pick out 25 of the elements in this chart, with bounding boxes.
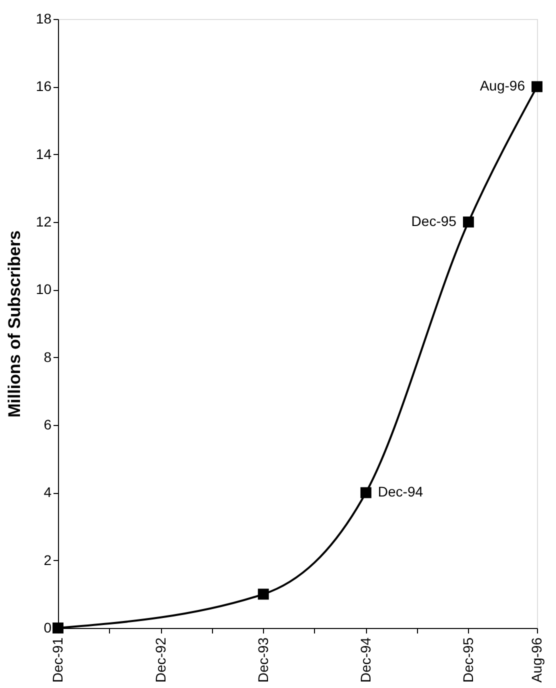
y-tick-label: 2: [44, 552, 52, 568]
y-tick-label: 4: [44, 484, 52, 500]
x-tick-label: Aug-96: [528, 637, 544, 683]
y-tick-label: 16: [36, 78, 52, 94]
point: [52, 622, 64, 634]
point: [532, 81, 542, 92]
y-tick-label: 12: [36, 214, 52, 230]
x-tick-label: Dec-92: [152, 637, 168, 683]
x-tick-label: Dec-91: [50, 637, 66, 683]
point: [360, 487, 372, 498]
y-tick-label: 0: [44, 620, 52, 636]
x-tick-label: Dec-95: [460, 637, 476, 683]
y-tick-label: 14: [36, 146, 52, 162]
point: [258, 588, 269, 600]
annotation: Dec-94: [378, 484, 424, 500]
x-tick-label: Dec-93: [254, 637, 271, 683]
y-tick-label: 8: [44, 348, 52, 365]
annotation: Dec-95: [411, 213, 457, 229]
y-axis-title: Millions of Subscribers: [4, 230, 24, 418]
y-tick-label: 10: [36, 281, 52, 298]
point: [462, 216, 474, 228]
y-tick-label: 18: [36, 10, 52, 26]
y-tick-label: 6: [44, 416, 52, 432]
x-tick-label: Dec-94: [357, 637, 374, 683]
annotation: Aug-96: [480, 78, 526, 94]
